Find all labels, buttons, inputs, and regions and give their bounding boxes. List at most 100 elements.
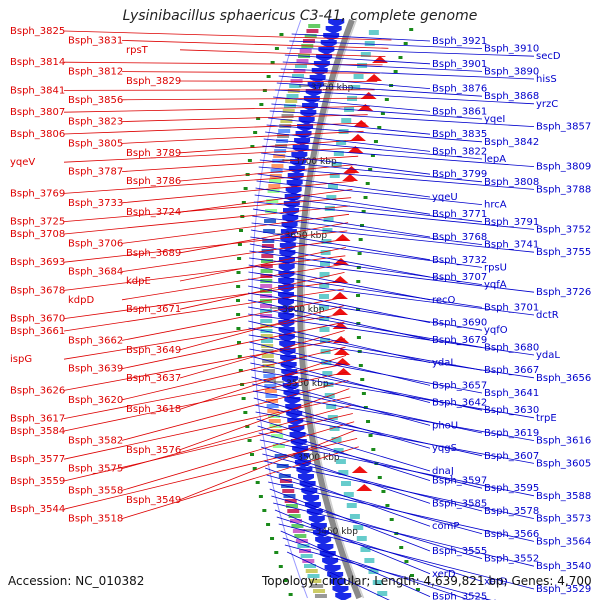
page-title: Lysinibacillus sphaericus C3-41, complet… [122,8,478,24]
left-gene-label: Bsph_3786 [126,176,181,187]
cog-block [264,384,277,388]
forward-gene-arrow [325,26,342,34]
small-feature-mark [398,56,403,59]
reverse-gene-arrow [332,322,349,329]
right-gene-leader [278,75,431,89]
right-gene-label: rpsU [484,262,507,273]
small-feature-mark [259,103,264,106]
right-gene-leader [271,495,483,559]
cog-block [262,239,275,243]
cog-block [280,119,293,123]
right-gene-label: trpE [536,413,557,424]
small-feature-mark [356,280,361,283]
inner-cog-block [350,85,361,90]
forward-gene-arrow [278,285,295,293]
right-gene-leader [252,215,483,245]
cog-block [266,399,279,403]
left-gene-label: Bsph_3831 [68,35,123,46]
inner-cog-block [349,514,360,519]
forward-gene-arrow [313,61,330,69]
inner-cog-block [324,206,335,211]
cog-block [308,24,321,28]
cog-block [261,354,274,358]
cog-block [314,594,327,598]
cog-block [265,394,278,398]
left-gene-label: Bsph_3662 [68,335,123,346]
inner-cog-block [320,261,331,266]
inner-cog-block [319,338,330,343]
small-feature-mark [360,378,365,381]
right-gene-label: xerD [432,569,456,580]
cog-block [261,349,274,353]
forward-gene-arrow [316,54,333,62]
left-gene-label: Bsph_3806 [10,129,65,140]
forward-gene-arrow [301,488,318,496]
right-gene-label: yqgS [432,443,457,454]
small-feature-mark [366,420,371,423]
cog-block [274,454,287,458]
right-gene-label: secD [536,51,561,62]
forward-gene-arrow [323,33,340,41]
left-gene-label: ispG [10,354,32,365]
right-gene-label: Bsph_3690 [432,318,487,329]
cog-block [306,29,319,33]
right-gene-leader [248,285,431,323]
left-gene-leader [121,213,350,244]
left-gene-label: Bsph_3684 [68,267,123,278]
left-gene-label: Bsph_3518 [68,514,123,525]
cog-block [264,219,277,223]
forward-gene-arrow [327,572,344,580]
cog-block [293,69,306,73]
small-feature-mark [236,299,241,302]
small-feature-mark [368,168,373,171]
cog-block [261,259,274,263]
right-gene-label: Bsph_3578 [484,506,539,517]
small-feature-mark [356,336,361,339]
right-gene-label: Bsph_3876 [432,84,487,95]
left-gene-label: Bsph_3856 [68,95,123,106]
forward-gene-arrow [315,537,332,545]
small-feature-mark [241,201,246,204]
cog-block [260,284,273,288]
left-gene-leader [121,97,373,101]
small-feature-mark [243,187,248,190]
small-feature-mark [288,593,293,596]
right-gene-label: Bsph_3890 [484,66,539,77]
right-gene-leader [251,376,431,426]
cog-block [289,84,302,88]
right-gene-leader [250,369,535,419]
right-gene-label: Bsph_3822 [432,146,487,157]
cog-block [277,134,290,138]
left-gene-leader [121,180,354,204]
right-gene-leader [249,348,483,394]
right-gene-label: phoU [432,420,458,431]
right-gene-label: Bsph_3585 [432,498,487,509]
cog-block [276,464,289,468]
cog-block [285,99,298,103]
left-gene-leader [179,49,386,57]
forward-gene-arrow [328,19,345,27]
right-gene-leader [248,278,535,316]
reverse-gene-arrow [360,92,377,99]
cog-block [283,104,296,108]
small-feature-mark [247,159,252,162]
right-gene-label: Bsph_3771 [432,209,487,220]
right-gene-label: Bsph_3921 [432,36,487,47]
cog-block [260,339,273,343]
cog-block [309,579,322,583]
small-feature-mark [250,453,255,456]
inner-cog-block [340,481,351,486]
cog-block [266,194,279,198]
left-gene-label: Bsph_3637 [126,373,181,384]
inner-cog-block [319,283,330,288]
right-gene-leader [274,509,431,575]
cog-block [267,409,280,413]
right-gene-leader [258,166,535,190]
reverse-gene-arrow [357,104,374,111]
right-gene-label: Bsph_3564 [536,536,591,547]
left-gene-leader [63,172,356,194]
left-gene-leader [121,379,349,441]
inner-cog-block [364,558,375,563]
left-gene-label: Bsph_3577 [10,454,65,465]
